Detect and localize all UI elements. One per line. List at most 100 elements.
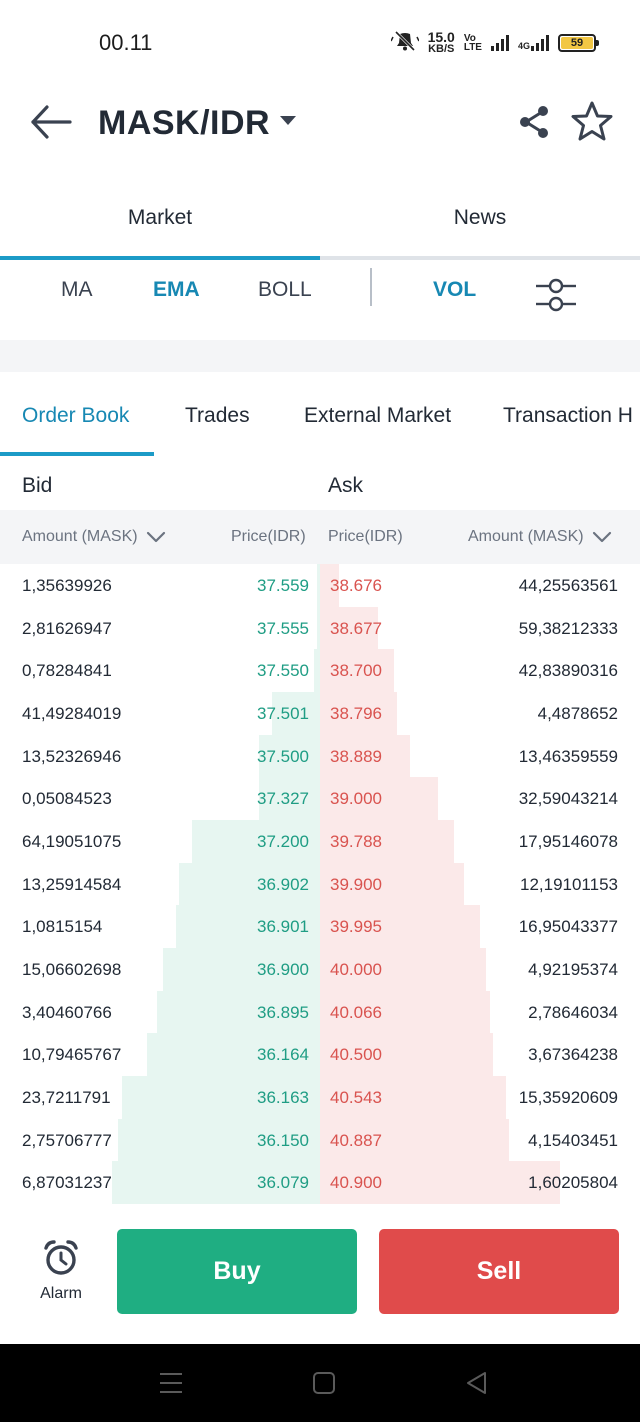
bid-price: 36.079 xyxy=(257,1173,309,1193)
ask-amount: 2,78646034 xyxy=(528,1002,618,1022)
orderbook-row[interactable]: 1,0815154 36.901 39.995 16,95043377 xyxy=(0,905,640,948)
indicator-boll[interactable]: BOLL xyxy=(258,278,312,301)
share-icon xyxy=(520,106,548,138)
orderbook-row[interactable]: 1,35639926 37.559 38.676 44,25563561 xyxy=(0,564,640,607)
indicator-settings-button[interactable] xyxy=(534,274,578,314)
indicator-vol[interactable]: VOL xyxy=(433,278,477,301)
bid-depth-bar xyxy=(179,862,320,906)
bid-amount: 41,49284019 xyxy=(22,704,122,723)
ask-depth-bar xyxy=(320,1033,493,1076)
ask-depth-bar xyxy=(320,1076,506,1119)
back-triangle-icon xyxy=(467,1372,486,1394)
ask-depth-bar xyxy=(320,606,378,650)
indicator-ma[interactable]: MA xyxy=(61,278,93,301)
ask-price: 40.887 xyxy=(330,1130,382,1150)
main-tabs: Market News xyxy=(0,190,640,262)
back-nav-button[interactable] xyxy=(464,1370,490,1396)
tab-trades[interactable]: Trades xyxy=(185,404,250,427)
buy-button[interactable]: Buy xyxy=(117,1229,357,1314)
bid-amount: 64,19051075 xyxy=(22,832,122,851)
bid-label: Bid xyxy=(22,474,53,497)
bid-price: 37.500 xyxy=(257,746,309,766)
chevron-down-icon xyxy=(146,531,165,543)
battery-level: 59 xyxy=(561,37,593,49)
tab-transaction-history[interactable]: Transaction H xyxy=(503,404,633,427)
indicator-ema[interactable]: EMA xyxy=(153,278,200,301)
indicator-divider xyxy=(370,268,372,306)
bid-amount: 15,06602698 xyxy=(22,960,122,979)
tab-underline-active xyxy=(0,256,320,260)
bid-depth-bar xyxy=(316,564,320,607)
ask-price-header: Price(IDR) xyxy=(328,528,403,545)
bid-amount: 13,25914584 xyxy=(22,874,122,894)
orderbook-row[interactable]: 0,05084523 37.327 39.000 32,59043214 xyxy=(0,777,640,820)
tab-market[interactable]: Market xyxy=(127,206,193,229)
ask-price: 38.677 xyxy=(330,618,382,638)
orderbook-row[interactable]: 2,75706777 36.150 40.887 4,15403451 xyxy=(0,1118,640,1162)
ask-amount: 16,95043377 xyxy=(518,917,618,937)
orderbook-row[interactable]: 23,7211791 36.163 40.543 15,35920609 xyxy=(0,1076,640,1119)
order-book: 1,35639926 37.559 38.676 44,25563561 2,81626… xyxy=(0,564,640,1204)
orderbook-row[interactable]: 41,49284019 37.501 38.796 4,4878652 xyxy=(0,692,640,735)
caret-down-icon[interactable] xyxy=(280,116,296,125)
ask-price: 39.000 xyxy=(330,789,382,809)
ask-amount: 4,92195374 xyxy=(528,960,618,979)
orderbook-row[interactable]: 13,25914584 36.902 39.900 12,19101153 xyxy=(0,862,640,906)
orderbook-row[interactable]: 3,40460766 36.895 40.066 2,78646034 xyxy=(0,990,640,1034)
bid-amount: 13,52326946 xyxy=(22,746,122,766)
alarm-button[interactable]: Alarm xyxy=(30,1238,92,1310)
tab-external-market[interactable]: External Market xyxy=(304,404,452,427)
ask-depth-bar xyxy=(320,564,340,607)
status-icons: 15.0 KB/S Vo LTE 4G 59 xyxy=(389,28,599,58)
orderbook-row[interactable]: 2,81626947 37.555 38.677 59,38212333 xyxy=(0,606,640,650)
bid-price: 36.902 xyxy=(257,874,309,894)
orderbook-row[interactable]: 6,87031237 36.079 40.900 1,60205804 xyxy=(0,1161,640,1204)
system-nav-bar xyxy=(0,1344,640,1422)
bid-depth-bar xyxy=(313,649,320,692)
alarm-label: Alarm xyxy=(40,1285,82,1302)
net-speed: 15.0 KB/S xyxy=(427,29,455,55)
ask-depth-bar xyxy=(320,948,487,991)
home-button[interactable] xyxy=(311,1370,337,1396)
ask-depth-bar xyxy=(320,649,394,692)
action-bar: Alarm Buy Sell xyxy=(0,1214,640,1344)
orderbook-row[interactable]: 10,79465767 36.164 40.500 3,67364238 xyxy=(0,1033,640,1076)
ask-price: 39.900 xyxy=(330,874,382,894)
bid-amount: 6,87031237 xyxy=(22,1173,112,1193)
ask-price: 38.700 xyxy=(330,661,382,681)
ask-amount-header[interactable]: Amount (MASK) xyxy=(468,528,612,546)
pair-title[interactable]: MASK/IDR xyxy=(98,104,271,142)
bid-amount: 1,35639926 xyxy=(22,576,112,595)
share-button[interactable] xyxy=(516,104,552,140)
ask-amount: 1,60205804 xyxy=(528,1173,618,1193)
bid-depth-bar xyxy=(121,1076,320,1119)
ask-amount: 15,35920609 xyxy=(518,1088,618,1107)
favorite-button[interactable] xyxy=(570,100,614,144)
signal-icon xyxy=(490,35,509,51)
menu-icon xyxy=(160,1373,182,1393)
bid-depth-bar xyxy=(147,1033,320,1076)
net-speed-value: 15.0 xyxy=(427,29,455,45)
ask-amount: 13,46359559 xyxy=(518,746,618,766)
tab-news[interactable]: News xyxy=(453,206,507,229)
tab-order-book[interactable]: Order Book xyxy=(22,404,130,427)
bid-depth-bar xyxy=(259,734,320,778)
bid-amount-header[interactable]: Amount (MASK) xyxy=(22,528,166,546)
orderbook-row[interactable]: 64,19051075 37.200 39.788 17,95146078 xyxy=(0,820,640,863)
orderbook-row[interactable]: 15,06602698 36.900 40.000 4,92195374 xyxy=(0,948,640,991)
bid-depth-bar xyxy=(156,990,320,1034)
bid-price: 37.327 xyxy=(257,789,309,809)
orderbook-row[interactable]: 13,52326946 37.500 38.889 13,46359559 xyxy=(0,734,640,778)
ask-depth-bar xyxy=(320,820,455,863)
sell-button[interactable]: Sell xyxy=(379,1229,619,1314)
volte-bottom: LTE xyxy=(463,42,482,53)
menu-button[interactable] xyxy=(158,1370,184,1396)
back-button[interactable] xyxy=(28,102,74,142)
bid-depth-bar xyxy=(272,692,320,735)
orderbook-row[interactable]: 0,78284841 37.550 38.700 42,83890316 xyxy=(0,649,640,692)
ask-amount: 3,67364238 xyxy=(528,1045,618,1065)
bid-depth-bar xyxy=(112,1161,320,1204)
mute-icon xyxy=(389,30,420,57)
status-bar: 00.11 15.0 KB/S Vo LTE 4G 59 xyxy=(0,0,640,86)
ask-amount: 4,4878652 xyxy=(537,704,618,723)
